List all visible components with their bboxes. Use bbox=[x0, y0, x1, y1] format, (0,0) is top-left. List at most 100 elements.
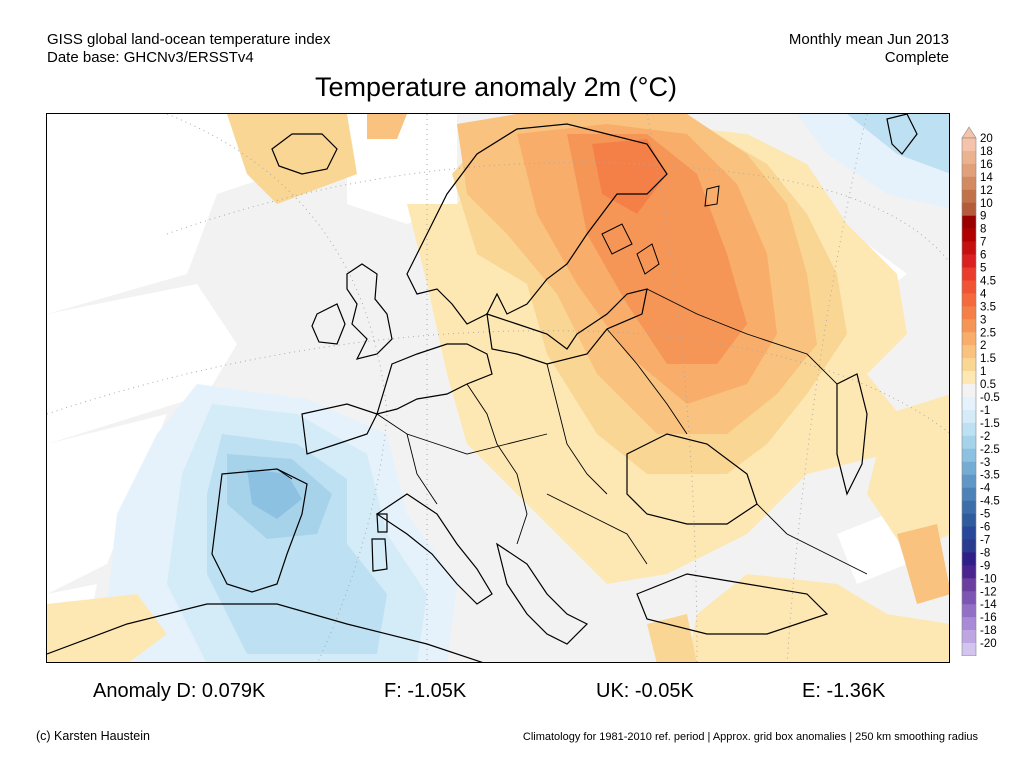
anomaly-domain: Anomaly D: 0.079K bbox=[93, 680, 265, 703]
color-swatch bbox=[962, 423, 976, 436]
color-swatch bbox=[962, 514, 976, 527]
color-scale-label: 12 bbox=[980, 185, 993, 197]
color-swatch bbox=[962, 203, 976, 216]
color-swatch bbox=[962, 578, 976, 591]
color-scale-label: 7 bbox=[980, 237, 986, 249]
color-swatch bbox=[962, 539, 976, 552]
color-scale-label: -0.5 bbox=[980, 392, 1000, 404]
anomaly-uk: UK: -0.05K bbox=[596, 680, 694, 703]
color-scale-label: -16 bbox=[980, 612, 997, 624]
color-swatch bbox=[962, 151, 976, 164]
color-scale-label: -20 bbox=[980, 638, 997, 650]
color-swatch bbox=[962, 630, 976, 643]
color-swatch bbox=[962, 462, 976, 475]
color-scale-label: 2.5 bbox=[980, 327, 996, 339]
color-scale-label: -2 bbox=[980, 431, 990, 443]
climatology-note: Climatology for 1981-2010 ref. period | … bbox=[523, 731, 978, 743]
color-swatch bbox=[962, 306, 976, 319]
color-swatch bbox=[962, 371, 976, 384]
color-scale-label: 1 bbox=[980, 366, 986, 378]
anomaly-map bbox=[46, 113, 950, 663]
color-scale-label: 9 bbox=[980, 211, 986, 223]
color-swatch bbox=[962, 190, 976, 203]
color-scale-label: 1.5 bbox=[980, 353, 996, 365]
color-swatch bbox=[962, 242, 976, 255]
color-swatch bbox=[962, 552, 976, 565]
dataset-base: Date base: GHCNv3/ERSSTv4 bbox=[47, 49, 331, 67]
color-scale-label: -7 bbox=[980, 534, 990, 546]
color-swatch bbox=[962, 436, 976, 449]
color-scale-label: -1.5 bbox=[980, 418, 1000, 430]
color-scale-label: -9 bbox=[980, 560, 990, 572]
color-scale-swatches bbox=[962, 127, 976, 656]
color-swatch bbox=[962, 229, 976, 242]
color-swatch bbox=[962, 177, 976, 190]
color-swatch bbox=[962, 332, 976, 345]
color-scale-label: 3.5 bbox=[980, 301, 996, 313]
color-scale-label: 10 bbox=[980, 198, 993, 210]
color-scale-label: -1 bbox=[980, 405, 990, 417]
color-swatch bbox=[962, 475, 976, 488]
completeness-label: Complete bbox=[789, 49, 949, 67]
color-scale: 201816141210987654.543.532.521.510.5-0.5… bbox=[960, 126, 1020, 656]
color-scale-label: 4 bbox=[980, 288, 987, 300]
color-swatch bbox=[962, 643, 976, 656]
color-scale-label: 2 bbox=[980, 340, 986, 352]
color-scale-label: 3 bbox=[980, 314, 986, 326]
color-swatch bbox=[962, 216, 976, 229]
period-info: Monthly mean Jun 2013 Complete bbox=[789, 31, 949, 67]
color-scale-label: -2.5 bbox=[980, 444, 1000, 456]
color-scale-label: -4.5 bbox=[980, 496, 1000, 508]
dataset-info: GISS global land-ocean temperature index… bbox=[47, 31, 331, 67]
color-scale-label: 16 bbox=[980, 159, 993, 171]
color-scale-label: 0.5 bbox=[980, 379, 996, 391]
color-swatch bbox=[962, 319, 976, 332]
color-swatch bbox=[962, 255, 976, 268]
period-label: Monthly mean Jun 2013 bbox=[789, 31, 949, 49]
color-swatch bbox=[962, 358, 976, 371]
map-canvas bbox=[47, 114, 950, 663]
color-scale-label: 4.5 bbox=[980, 275, 996, 287]
color-swatch bbox=[962, 527, 976, 540]
anomaly-france: F: -1.05K bbox=[384, 680, 466, 703]
color-swatch bbox=[962, 604, 976, 617]
color-scale-label: 5 bbox=[980, 263, 986, 275]
color-swatch bbox=[962, 164, 976, 177]
anomaly-summary: Anomaly D: 0.079K F: -1.05K UK: -0.05K E… bbox=[0, 680, 1024, 706]
color-swatch bbox=[962, 280, 976, 293]
color-scale-label: -14 bbox=[980, 599, 997, 611]
color-scale-label: -18 bbox=[980, 625, 997, 637]
color-scale-label: -4 bbox=[980, 483, 991, 495]
color-scale-label: -3.5 bbox=[980, 470, 1000, 482]
color-swatch bbox=[962, 488, 976, 501]
color-scale-label: 18 bbox=[980, 146, 993, 158]
color-scale-label: 20 bbox=[980, 133, 993, 145]
color-scale-label: -12 bbox=[980, 586, 997, 598]
color-scale-label: 14 bbox=[980, 172, 993, 184]
anomaly-spain: E: -1.36K bbox=[802, 680, 885, 703]
color-scale-label: 6 bbox=[980, 250, 986, 262]
color-swatch bbox=[962, 345, 976, 358]
color-scale-arrow-max bbox=[962, 127, 976, 138]
color-swatch bbox=[962, 501, 976, 514]
color-swatch bbox=[962, 617, 976, 630]
map-title: Temperature anomaly 2m (°C) bbox=[0, 72, 992, 103]
color-scale-label: -5 bbox=[980, 509, 990, 521]
color-scale-label: -3 bbox=[980, 457, 990, 469]
color-scale-label: -6 bbox=[980, 522, 990, 534]
color-scale-label: 8 bbox=[980, 224, 986, 236]
color-swatch bbox=[962, 397, 976, 410]
dataset-name: GISS global land-ocean temperature index bbox=[47, 31, 331, 49]
color-scale-labels: 201816141210987654.543.532.521.510.5-0.5… bbox=[980, 133, 1000, 650]
color-swatch bbox=[962, 591, 976, 604]
color-swatch bbox=[962, 138, 976, 151]
copyright-credit: (c) Karsten Haustein bbox=[36, 729, 150, 743]
color-swatch bbox=[962, 384, 976, 397]
color-swatch bbox=[962, 449, 976, 462]
color-swatch bbox=[962, 268, 976, 281]
color-swatch bbox=[962, 293, 976, 306]
color-scale-label: -10 bbox=[980, 573, 997, 585]
color-swatch bbox=[962, 565, 976, 578]
color-scale-label: -8 bbox=[980, 547, 990, 559]
color-swatch bbox=[962, 410, 976, 423]
